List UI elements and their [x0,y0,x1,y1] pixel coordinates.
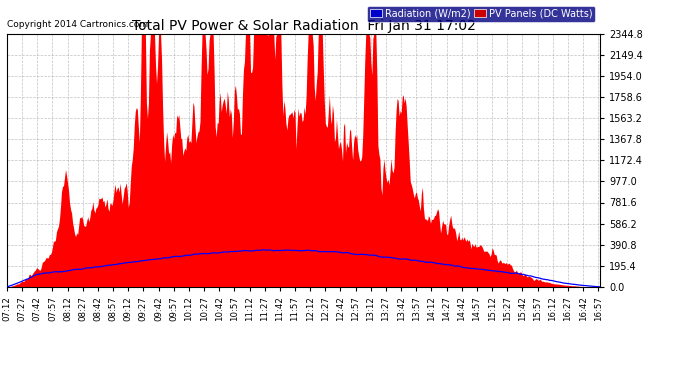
Title: Total PV Power & Solar Radiation  Fri Jan 31 17:02: Total PV Power & Solar Radiation Fri Jan… [132,19,475,33]
Text: Copyright 2014 Cartronics.com: Copyright 2014 Cartronics.com [7,20,148,29]
Legend: Radiation (W/m2), PV Panels (DC Watts): Radiation (W/m2), PV Panels (DC Watts) [367,6,595,21]
